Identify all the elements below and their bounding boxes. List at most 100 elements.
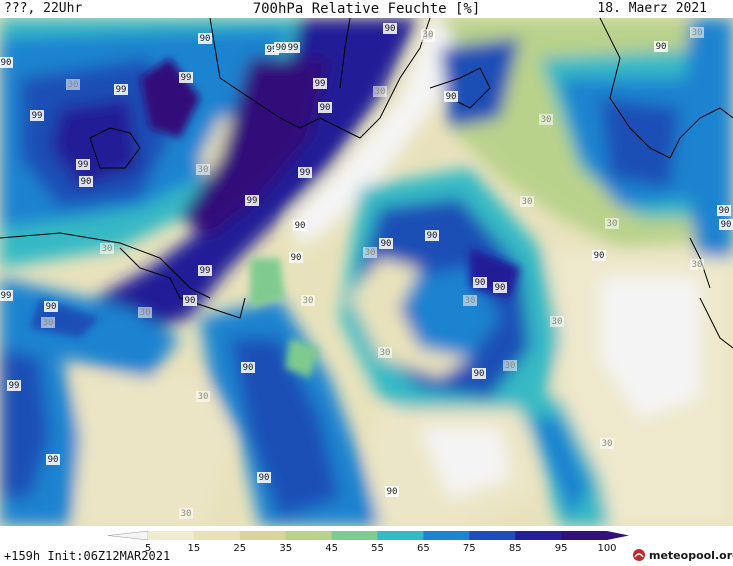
contour-label: 30 — [68, 80, 79, 90]
colorbar-swatch — [469, 531, 516, 540]
contour-label: 99 — [315, 79, 326, 89]
colorbar-tick-label: 95 — [555, 543, 568, 554]
colorbar-tick-label: 15 — [188, 543, 201, 554]
contour-label-bg — [313, 78, 327, 89]
contour-label-bg — [100, 243, 114, 254]
contour-label-bg — [425, 230, 439, 241]
contour-label: 30 — [522, 197, 533, 207]
contour-label: 30 — [380, 348, 391, 358]
coastlines — [0, 18, 733, 349]
contour-label-bg — [719, 219, 733, 230]
contour-label-bg — [79, 176, 93, 187]
contour-label-bg — [30, 110, 44, 121]
contour-label-bg — [41, 317, 55, 328]
contour-label-bg — [198, 33, 212, 44]
meteopool-logo[interactable]: meteopool.org — [632, 546, 733, 564]
contour-label: 90 — [291, 253, 302, 263]
colorbar-swatch — [331, 531, 378, 540]
contour-label-bg — [179, 508, 193, 519]
contour-label: 90 — [200, 34, 211, 44]
contour-label-bg — [66, 79, 80, 90]
colorbar-swatch — [561, 531, 608, 540]
contour-label: 30 — [198, 392, 209, 402]
humidity-map: 9099909990999999909999909099309990903030… — [0, 18, 733, 526]
contour-label-bg — [600, 438, 614, 449]
contour-label: 90 — [385, 24, 396, 34]
colorbar-swatch — [193, 531, 241, 540]
colorbar-low-arrow — [107, 530, 149, 541]
contour-label: 90 — [259, 473, 270, 483]
contour-label: 99 — [1, 291, 12, 301]
colorbar: 5 15 25 35 45 55 65 75 85 95 100 — [107, 530, 629, 554]
map-title: 700hPa Relative Feuchte [%] — [252, 1, 481, 17]
contour-label: 30 — [423, 30, 434, 40]
contour-label: 99 — [32, 111, 43, 121]
contour-label-bg — [179, 72, 193, 83]
contour-label: 99 — [288, 43, 299, 53]
contour-label: 99 — [181, 73, 192, 83]
contour-label-bg — [257, 472, 271, 483]
contour-label-bg — [318, 102, 332, 113]
contour-label-bg — [373, 86, 387, 97]
contour-label-bg — [472, 368, 486, 379]
contour-label-bg — [183, 295, 197, 306]
colorbar-swatch — [239, 531, 287, 540]
contour-label-bg — [196, 164, 210, 175]
colorbar-tick-label: 100 — [597, 543, 616, 554]
colorbar-swatch — [423, 531, 470, 540]
logo-icon — [633, 549, 645, 561]
contour-label: 90 — [185, 296, 196, 306]
colorbar-tick-label: 5 — [145, 543, 151, 554]
contour-label: 90 — [295, 221, 306, 231]
contour-label-bg — [592, 250, 606, 261]
forecast-day-label: ???, 22Uhr — [4, 1, 83, 16]
colorbar-high-arrow — [607, 531, 629, 540]
contour-label: 30 — [692, 260, 703, 270]
contour-label-bg — [138, 307, 152, 318]
contour-label: 99 — [78, 160, 89, 170]
contour-label: 30 — [602, 439, 613, 449]
contour-label-bg — [654, 41, 668, 52]
contour-label-bg — [605, 218, 619, 229]
contour-label-bg — [539, 114, 553, 125]
contour-label: 30 — [465, 296, 476, 306]
logo-text: meteopool.org — [649, 548, 733, 562]
contour-label: 99 — [300, 168, 311, 178]
contour-label-bg — [520, 196, 534, 207]
contour-label: 30 — [198, 165, 209, 175]
contour-label: 90 — [387, 487, 398, 497]
contour-label-bg — [690, 27, 704, 38]
contour-label-bg — [245, 195, 259, 206]
contour-label: 90 — [46, 302, 57, 312]
contour-label-bg — [379, 238, 393, 249]
contour-label-bg — [298, 167, 312, 178]
colorbar-tick-label: 25 — [233, 543, 246, 554]
contour-label: 90 — [721, 220, 732, 230]
contour-label: 30 — [181, 509, 192, 519]
contour-label-bg — [717, 205, 731, 216]
contour-label-bg — [286, 42, 300, 53]
contour-label: 30 — [140, 308, 151, 318]
contour-label-bg — [196, 391, 210, 402]
colorbar-tick-label: 75 — [463, 543, 476, 554]
contour-label-bg — [385, 486, 399, 497]
contour-label: 30 — [505, 361, 516, 371]
contour-label-bg — [44, 301, 58, 312]
colorbar-tick-label: 65 — [417, 543, 430, 554]
contour-label-bg — [0, 57, 13, 68]
contour-label: 90 — [427, 231, 438, 241]
contour-label: 90 — [243, 363, 254, 373]
contour-label: 90 — [276, 43, 287, 53]
colorbar-swatch — [285, 531, 333, 540]
contour-label: 30 — [552, 317, 563, 327]
contour-label-bg — [241, 362, 255, 373]
forecast-date: 18. Maerz 2021 — [597, 1, 707, 16]
contour-label-bg — [493, 282, 507, 293]
contour-label-bg — [114, 84, 128, 95]
contour-label: 99 — [247, 196, 258, 206]
contour-label-bg — [301, 295, 315, 306]
contour-label: 90 — [81, 177, 92, 187]
contour-label-bg — [7, 380, 21, 391]
contour-label-bg — [293, 220, 307, 231]
contour-label: 30 — [43, 318, 54, 328]
